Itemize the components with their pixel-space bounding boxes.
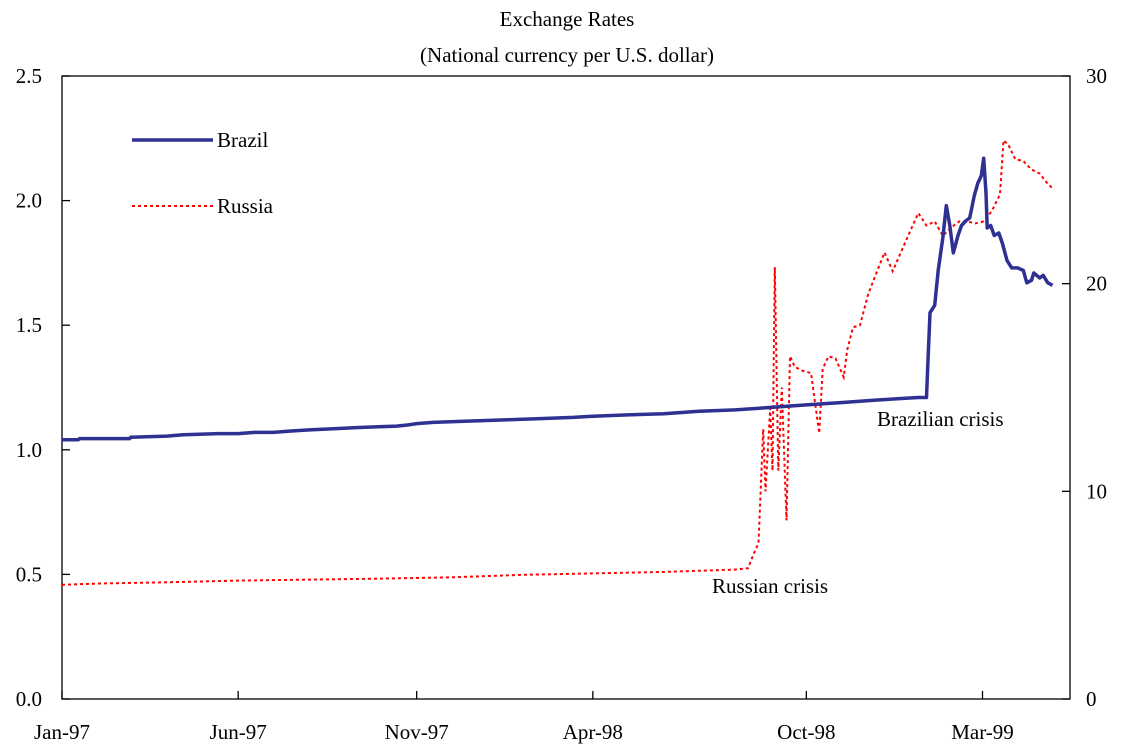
- y-right-tick-label: 30: [1086, 64, 1107, 88]
- plot-area: [61, 75, 1071, 700]
- chart-title: Exchange Rates: [500, 7, 635, 31]
- russia-series-line: [61, 138, 1054, 586]
- legend-label-russia: Russia: [217, 194, 274, 218]
- x-tick-label: Apr-98: [563, 720, 623, 744]
- legend: Brazil Russia: [132, 128, 274, 218]
- y-axis-left: 0.0 0.5 1.0 1.5 2.0 2.5: [16, 64, 70, 711]
- x-tick-label: Oct-98: [777, 720, 835, 744]
- y-right-tick-label: 10: [1086, 479, 1107, 503]
- y-left-tick-label: 0.0: [16, 687, 42, 711]
- y-left-tick-label: 1.0: [16, 438, 42, 462]
- y-right-tick-label: 20: [1086, 272, 1107, 296]
- annotation-russian-crisis: Russian crisis: [712, 574, 828, 598]
- y-left-tick-label: 2.5: [16, 64, 42, 88]
- y-axis-right: 0 10 20 30: [1062, 64, 1107, 711]
- y-left-tick-label: 2.0: [16, 189, 42, 213]
- brazil-series-line: [62, 156, 1054, 442]
- x-tick-label: Jun-97: [210, 720, 267, 744]
- y-right-tick-label: 0: [1086, 687, 1097, 711]
- y-left-tick-label: 0.5: [16, 562, 42, 586]
- x-tick-label: Jan-97: [34, 720, 90, 744]
- x-tick-label: Nov-97: [385, 720, 449, 744]
- x-axis: Jan-97 Jun-97 Nov-97 Apr-98 Oct-98 Mar-99: [34, 691, 1014, 744]
- chart-subtitle: (National currency per U.S. dollar): [420, 43, 714, 67]
- x-tick-label: Mar-99: [951, 720, 1014, 744]
- annotation-brazilian-crisis: Brazilian crisis: [877, 407, 1004, 431]
- y-left-tick-label: 1.5: [16, 313, 42, 337]
- legend-label-brazil: Brazil: [217, 128, 268, 152]
